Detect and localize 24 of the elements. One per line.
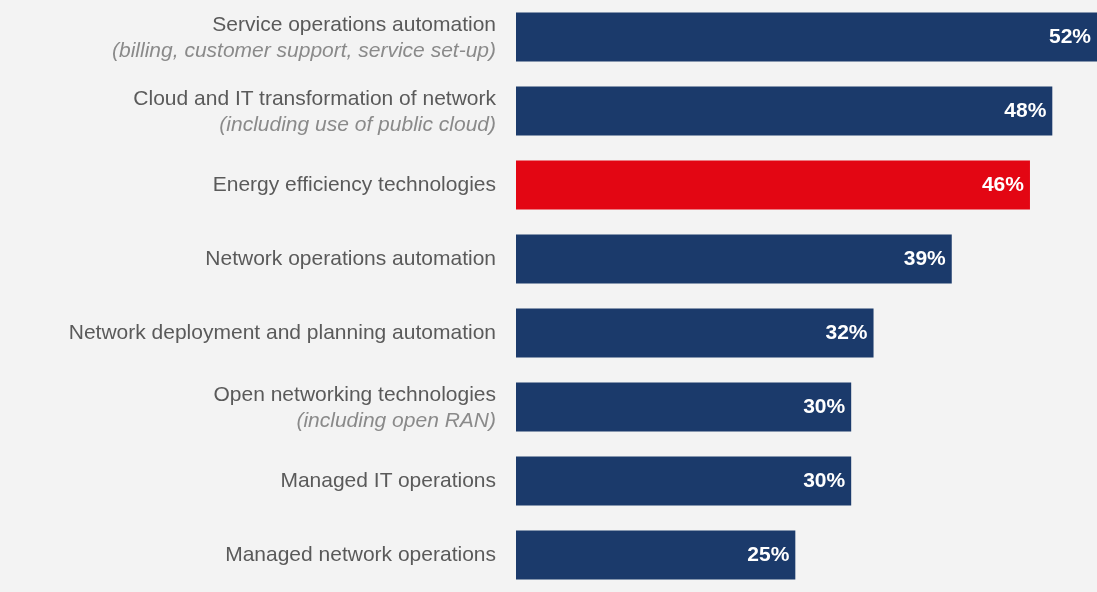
bar	[516, 382, 852, 432]
category-label: Service operations automation (billing, customer support, service set-up)	[112, 12, 496, 61]
y-tick-label: Network deployment and planning automation	[68, 320, 496, 343]
bar	[516, 86, 1053, 136]
bar	[516, 308, 874, 358]
bar	[516, 456, 852, 506]
data-label: 32%	[825, 320, 868, 343]
y-tick-label: Network operations automation	[205, 246, 496, 269]
data-label: 30%	[803, 394, 846, 417]
y-tick-label: Energy efficiency technologies	[212, 172, 496, 195]
category-label: Cloud and IT transformation of network (including use of public cloud)	[133, 86, 496, 135]
bar	[516, 530, 796, 580]
category-label: Open networking technologies (including open RAN)	[213, 382, 496, 431]
bar	[516, 234, 952, 284]
data-label: 52%	[1048, 24, 1092, 47]
data-label: 30%	[803, 468, 846, 491]
data-label: 46%	[981, 172, 1025, 195]
y-tick-label: Managed network operations	[225, 542, 496, 565]
bar	[516, 160, 1030, 210]
data-label: 39%	[903, 246, 947, 269]
data-label: 48%	[1004, 98, 1047, 121]
y-tick-label: Managed IT operations	[280, 468, 496, 491]
bar	[516, 12, 1097, 62]
data-label: 25%	[747, 542, 790, 565]
